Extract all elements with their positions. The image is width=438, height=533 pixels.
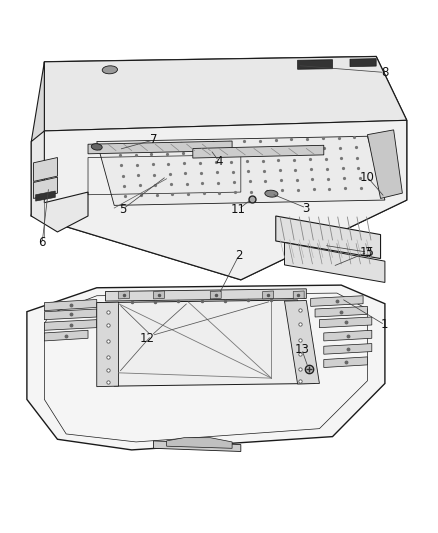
- Polygon shape: [44, 309, 97, 320]
- Text: 10: 10: [360, 171, 375, 184]
- Text: 2: 2: [235, 249, 242, 262]
- Polygon shape: [88, 141, 232, 154]
- Polygon shape: [33, 158, 57, 181]
- Polygon shape: [97, 302, 119, 386]
- Text: 7: 7: [150, 133, 157, 147]
- Polygon shape: [324, 330, 372, 341]
- Polygon shape: [119, 291, 130, 299]
- Polygon shape: [285, 243, 385, 282]
- Polygon shape: [285, 301, 319, 384]
- Polygon shape: [33, 177, 57, 198]
- Polygon shape: [210, 291, 221, 299]
- Polygon shape: [27, 285, 385, 450]
- Polygon shape: [324, 357, 367, 368]
- Polygon shape: [297, 60, 332, 69]
- Polygon shape: [263, 291, 274, 299]
- Text: 15: 15: [360, 246, 375, 259]
- Text: 6: 6: [39, 236, 46, 249]
- Text: 3: 3: [364, 246, 371, 259]
- Text: 3: 3: [303, 201, 310, 214]
- Polygon shape: [293, 291, 304, 299]
- Polygon shape: [193, 146, 324, 158]
- Text: 5: 5: [119, 203, 127, 215]
- Polygon shape: [97, 136, 385, 205]
- Polygon shape: [44, 320, 97, 330]
- Text: 1: 1: [381, 319, 389, 332]
- Polygon shape: [166, 438, 232, 448]
- Polygon shape: [44, 330, 88, 341]
- Polygon shape: [44, 300, 97, 311]
- Polygon shape: [31, 62, 44, 216]
- Polygon shape: [97, 300, 315, 386]
- Polygon shape: [324, 344, 372, 354]
- Ellipse shape: [265, 190, 278, 197]
- Text: 8: 8: [381, 66, 389, 79]
- Text: 11: 11: [231, 203, 246, 215]
- Polygon shape: [319, 317, 372, 328]
- Text: 13: 13: [294, 343, 309, 357]
- Polygon shape: [35, 191, 55, 201]
- Polygon shape: [153, 441, 241, 451]
- Polygon shape: [44, 56, 407, 131]
- Polygon shape: [311, 296, 363, 306]
- Polygon shape: [315, 306, 367, 317]
- Polygon shape: [350, 59, 376, 67]
- Polygon shape: [153, 291, 164, 299]
- Text: 12: 12: [139, 332, 155, 345]
- Ellipse shape: [102, 66, 117, 74]
- Polygon shape: [31, 131, 88, 232]
- Ellipse shape: [91, 144, 102, 150]
- Text: 4: 4: [215, 155, 223, 168]
- Polygon shape: [276, 216, 381, 259]
- Polygon shape: [31, 120, 407, 280]
- Polygon shape: [106, 289, 306, 301]
- Polygon shape: [367, 130, 403, 198]
- Polygon shape: [31, 56, 407, 280]
